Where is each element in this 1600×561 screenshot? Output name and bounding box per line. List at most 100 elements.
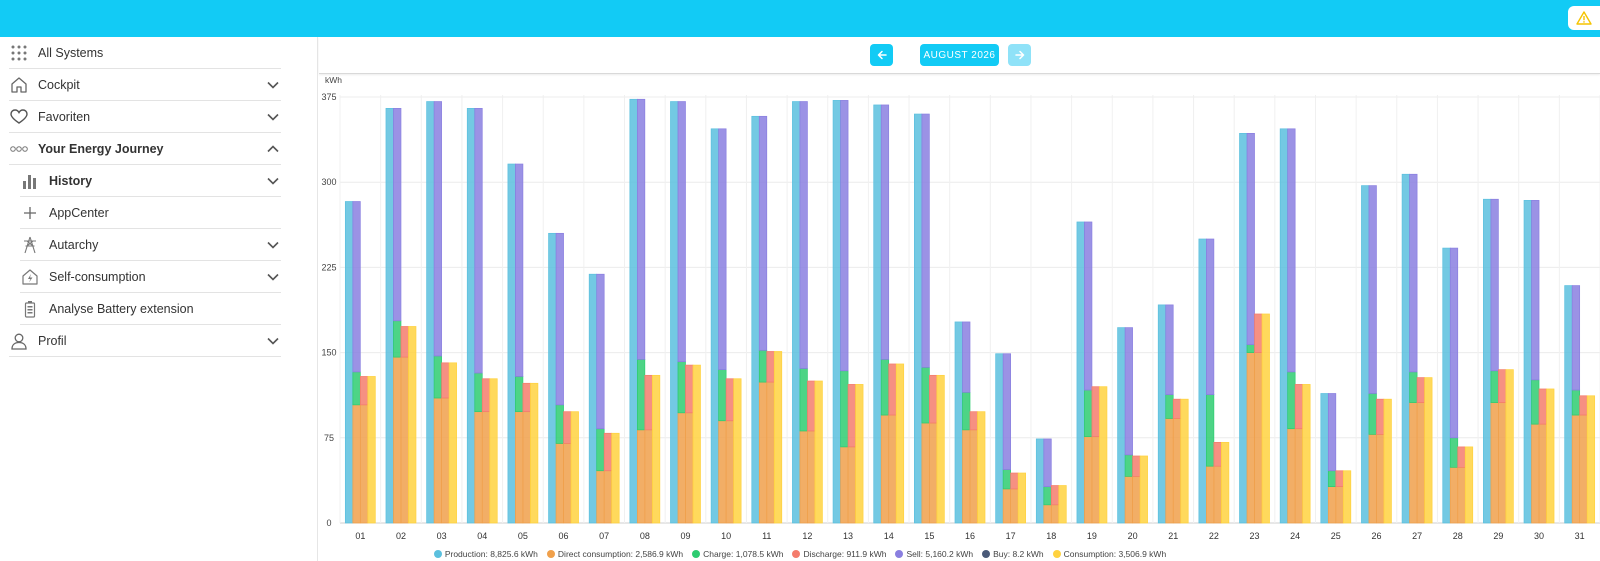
month-label[interactable]: AUGUST 2026 <box>920 44 999 66</box>
x-tick-label: 27 <box>1412 531 1422 541</box>
direct-consumption-bar <box>1449 466 1459 524</box>
sidebar-item-appcenter[interactable]: AppCenter <box>20 197 281 229</box>
consumption-bar <box>1139 455 1148 524</box>
discharge-bar <box>847 384 856 448</box>
sidebar-item-self-consumption[interactable]: Self-consumption <box>20 261 281 293</box>
expand-toggle[interactable] <box>265 77 281 93</box>
sell-bar <box>393 108 402 322</box>
charge-bar <box>880 359 890 416</box>
sell-bar <box>921 113 930 368</box>
legend-item-production[interactable]: Production: 8,825.6 kWh <box>433 547 538 561</box>
expand-toggle[interactable] <box>265 269 281 285</box>
production-bar <box>385 108 394 524</box>
consumption-bar <box>1221 441 1230 524</box>
direct-consumption-bar <box>962 429 971 524</box>
consumption-bar <box>1342 470 1352 524</box>
production-bar <box>1361 185 1370 524</box>
direct-consumption-bar <box>969 429 978 524</box>
sidebar-item-profil[interactable]: Profil <box>9 325 281 357</box>
expand-toggle[interactable] <box>265 333 281 349</box>
sell-bar <box>352 201 361 373</box>
x-tick-label: 01 <box>355 531 365 541</box>
expand-toggle[interactable] <box>265 173 281 189</box>
discharge-bar <box>400 326 409 358</box>
direct-consumption-bar <box>481 411 491 524</box>
sell-bar <box>677 101 686 363</box>
x-tick-label: 17 <box>1006 531 1016 541</box>
sidebar-item-autarchy[interactable]: Autarchy <box>20 229 281 261</box>
legend-label: Charge: 1,078.5 kWh <box>703 549 784 559</box>
legend-item-direct[interactable]: Direct consumption: 2,586.9 kWh <box>546 547 683 561</box>
discharge-bar <box>1579 395 1588 416</box>
bar-chart-icon <box>20 171 40 191</box>
charge-bar <box>515 376 524 413</box>
chevron-down-icon <box>267 81 279 89</box>
legend-item-buy[interactable]: Buy: 8.2 kWh <box>982 547 1044 561</box>
sidebar-item-favoriten[interactable]: Favoriten <box>9 101 281 133</box>
consumption-bar <box>489 378 498 524</box>
next-month-button[interactable] <box>1008 44 1031 66</box>
charge-bar <box>677 361 686 414</box>
x-tick-label: 08 <box>640 531 650 541</box>
previous-month-button[interactable] <box>870 44 893 66</box>
consumption-bar <box>1261 313 1270 524</box>
direct-consumption-bar <box>880 414 890 524</box>
discharge-bar <box>603 432 613 472</box>
legend-dot-icon <box>1052 550 1061 558</box>
legend-dot-icon <box>692 550 701 558</box>
direct-consumption-bar <box>921 422 930 524</box>
production-bar <box>1279 128 1289 524</box>
legend-item-discharge[interactable]: Discharge: 911.9 kWh <box>792 547 886 561</box>
direct-consumption-bar <box>1490 402 1499 524</box>
consumption-bar <box>408 326 417 524</box>
sidebar-item-history[interactable]: History <box>20 165 281 197</box>
production-bar <box>1198 238 1207 524</box>
legend-label: Consumption: 3,506.9 kWh <box>1063 549 1167 559</box>
chevron-up-icon <box>267 145 279 153</box>
direct-consumption-bar <box>1043 504 1052 524</box>
discharge-bar <box>644 374 653 431</box>
production-bar <box>548 232 557 524</box>
sidebar-item-your-energy-journey[interactable]: Your Energy Journey <box>9 133 281 165</box>
sidebar-item-all-systems[interactable]: All Systems <box>9 37 281 69</box>
sell-bar <box>718 128 727 370</box>
sidebar-item-analyse-battery-extension[interactable]: Analyse Battery extension <box>20 293 281 325</box>
legend-item-consumption[interactable]: Consumption: 3,506.9 kWh <box>1052 547 1167 561</box>
expand-toggle[interactable] <box>265 237 281 253</box>
discharge-bar <box>766 351 775 383</box>
y-tick-label: 375 <box>321 92 336 102</box>
direct-consumption-bar <box>1579 414 1588 524</box>
expand-toggle[interactable] <box>265 109 281 125</box>
sidebar-item-label: Profil <box>38 333 67 348</box>
production-bar <box>1157 304 1167 524</box>
sidebar-item-label: All Systems <box>38 45 104 60</box>
x-tick-label: 06 <box>559 531 569 541</box>
production-bar <box>832 100 841 524</box>
consumption-bar <box>855 384 864 524</box>
legend-label: Discharge: 911.9 kWh <box>803 549 887 559</box>
chevron-down-icon <box>267 113 279 121</box>
warning-button[interactable] <box>1568 6 1600 30</box>
direct-consumption-bar <box>433 397 442 524</box>
sell-bar <box>1043 438 1052 487</box>
direct-consumption-bar <box>685 412 694 524</box>
sidebar-item-label: Autarchy <box>49 237 99 252</box>
sidebar-item-label: Favoriten <box>38 109 91 124</box>
direct-consumption-bar <box>1335 486 1344 524</box>
expand-toggle[interactable] <box>265 141 281 157</box>
legend-item-charge[interactable]: Charge: 1,078.5 kWh <box>692 547 783 561</box>
consumption-bar <box>977 411 986 524</box>
sidebar-item-cockpit[interactable]: Cockpit <box>9 69 281 101</box>
direct-consumption-bar <box>1165 418 1174 524</box>
charge-bar <box>1368 393 1377 435</box>
sidebar-item-label: Self-consumption <box>49 269 146 284</box>
journey-icon <box>9 139 29 159</box>
x-tick-label: 31 <box>1575 531 1585 541</box>
consumption-bar <box>692 364 701 524</box>
legend-item-sell[interactable]: Sell: 5,160.2 kWh <box>895 547 973 561</box>
legend-dot-icon <box>982 550 991 558</box>
direct-consumption-bar <box>840 446 849 524</box>
sell-bar <box>474 108 483 374</box>
direct-consumption-bar <box>474 411 483 524</box>
